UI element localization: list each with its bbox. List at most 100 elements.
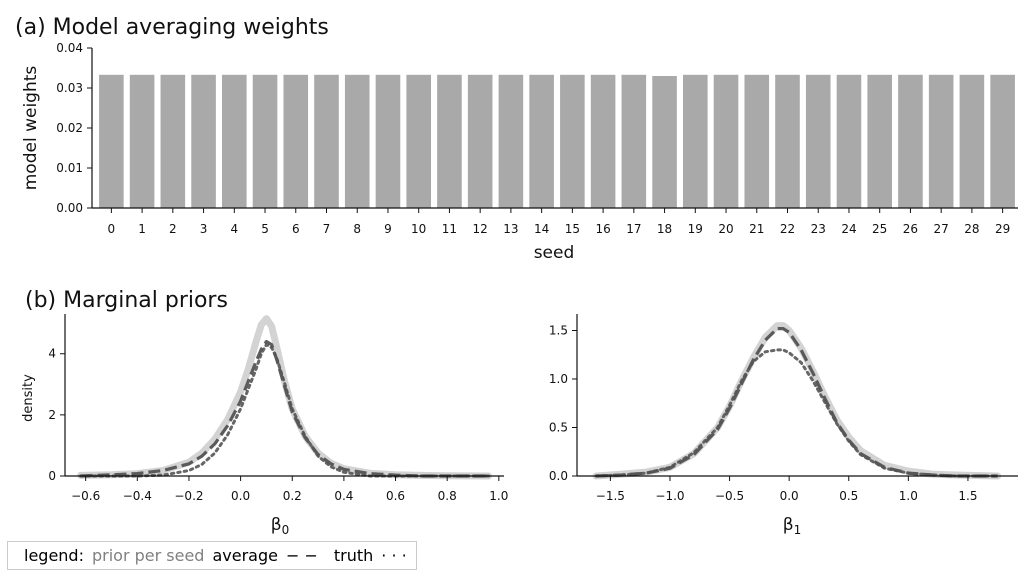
subplot-beta1-x-ticks: −1.5 −1.0 −0.5 0.0 0.5 1.0 1.5 <box>596 476 977 503</box>
x-tick-label: 0.5 <box>839 489 858 503</box>
x-tick-label: 9 <box>384 222 392 236</box>
x-tick-label: −0.5 <box>715 489 744 503</box>
bar-seed-13 <box>498 74 524 208</box>
y-tick-label: 2 <box>48 408 56 422</box>
bar-seed-5 <box>252 74 278 208</box>
legend-item-prior-per-seed: prior per seed <box>91 546 205 565</box>
x-tick-label: −0.4 <box>123 489 152 503</box>
bar-seed-11 <box>437 74 462 208</box>
y-tick-label: 0.5 <box>549 420 568 434</box>
x-tick-label: 0.4 <box>334 489 353 503</box>
bar-seed-14 <box>529 74 554 208</box>
x-tick-label: −0.2 <box>174 489 203 503</box>
bar-seed-0 <box>99 74 124 208</box>
x-tick-label: −0.6 <box>71 489 100 503</box>
x-tick-label: 5 <box>261 222 269 236</box>
bar-seed-9 <box>375 74 401 208</box>
x-tick-label: 25 <box>872 222 887 236</box>
x-tick-label: 13 <box>503 222 518 236</box>
y-tick-label: 0.03 <box>56 81 83 95</box>
legend-item-average: average − − <box>212 546 325 565</box>
y-tick-label: 0.04 <box>56 41 83 55</box>
y-tick-label: 1.0 <box>549 372 568 386</box>
subplot-beta1-y-ticks: 0.0 0.5 1.0 1.5 <box>549 323 577 483</box>
x-tick-label: 0.0 <box>231 489 250 503</box>
x-tick-label: 11 <box>442 222 457 236</box>
bar-seed-6 <box>283 74 309 208</box>
x-tick-label: 0.6 <box>386 489 405 503</box>
x-tick-label: 1 <box>138 222 146 236</box>
x-tick-label: 1.0 <box>899 489 918 503</box>
bar-seed-29 <box>990 74 1015 208</box>
bar-seed-10 <box>406 74 431 208</box>
bar-seed-16 <box>590 74 616 208</box>
panel-a-bar-chart: (a) Model averaging weights 0.00 0.01 0.02… <box>15 15 1018 263</box>
bar-seed-12 <box>467 74 493 208</box>
bar-seed-3 <box>191 74 216 208</box>
legend: legend: prior per seed average − − truth ·… <box>7 541 417 570</box>
series-prior-per-seed <box>592 322 1002 480</box>
panel-a-bars <box>99 74 1015 208</box>
legend-average-glyph: − − <box>285 546 318 565</box>
bar-seed-21 <box>744 74 770 208</box>
x-tick-label: 15 <box>565 222 580 236</box>
x-tick-label: 23 <box>811 222 826 236</box>
x-tick-label: −1.5 <box>596 489 625 503</box>
x-tick-label: 7 <box>323 222 331 236</box>
x-tick-label: 14 <box>534 222 549 236</box>
y-tick-label: 0.02 <box>56 121 83 135</box>
bar-seed-19 <box>683 74 708 208</box>
subplot-beta0-y-label: density <box>21 374 36 422</box>
bar-seed-27 <box>928 74 954 208</box>
x-tick-label: 21 <box>749 222 764 236</box>
bar-seed-15 <box>560 74 585 208</box>
x-tick-label: 20 <box>718 222 733 236</box>
y-tick-label: 0.00 <box>56 201 83 215</box>
subplot-beta0-curves <box>77 315 492 480</box>
bar-seed-23 <box>805 74 831 208</box>
x-tick-label: 26 <box>903 222 918 236</box>
panel-a-y-label: model weights <box>21 66 41 191</box>
subplot-beta1-x-label: β1 <box>783 515 802 537</box>
bar-seed-4 <box>222 74 247 208</box>
x-tick-label: 1.5 <box>958 489 977 503</box>
x-tick-label: 0 <box>108 222 116 236</box>
x-tick-label: 12 <box>473 222 488 236</box>
series-prior-per-seed <box>77 315 492 480</box>
bar-seed-20 <box>713 74 739 208</box>
y-tick-label: 0.01 <box>56 161 83 175</box>
x-tick-label: 8 <box>353 222 361 236</box>
x-tick-label: 2 <box>169 222 177 236</box>
y-tick-label: 4 <box>48 347 56 361</box>
x-tick-label: 3 <box>200 222 208 236</box>
subplot-beta0-x-label: β0 <box>271 515 290 537</box>
subplot-beta1: 0.0 0.5 1.0 1.5 −1.5 −1.0 −0.5 0.0 0.5 1.0 1.5 β1 <box>549 314 1018 537</box>
legend-item-truth: truth · · · <box>334 546 415 565</box>
x-tick-label: 6 <box>292 222 300 236</box>
bar-seed-8 <box>344 74 370 208</box>
x-tick-label: 24 <box>841 222 856 236</box>
bar-seed-1 <box>129 74 155 208</box>
x-tick-label: 4 <box>230 222 238 236</box>
subplot-beta0-y-ticks: 0 2 4 <box>48 347 65 483</box>
x-tick-label: 22 <box>780 222 795 236</box>
panel-a-y-ticks: 0.00 0.01 0.02 0.03 0.04 <box>56 41 92 215</box>
x-tick-label: 28 <box>964 222 979 236</box>
series-average <box>80 339 489 478</box>
x-tick-label: 16 <box>595 222 610 236</box>
legend-average-label: average <box>212 546 278 565</box>
subplot-beta1-curves <box>592 322 1002 480</box>
bar-seed-7 <box>314 74 339 208</box>
series-truth <box>79 343 490 478</box>
x-tick-label: 29 <box>995 222 1010 236</box>
bar-seed-22 <box>775 74 800 208</box>
panel-a-x-label: seed <box>534 243 575 263</box>
bar-seed-24 <box>836 74 862 208</box>
series-truth <box>594 348 1000 478</box>
legend-title: legend: <box>24 546 84 565</box>
panel-a-title: (a) Model averaging weights <box>15 15 329 40</box>
bar-seed-2 <box>160 74 186 208</box>
x-tick-label: 0.0 <box>780 489 799 503</box>
x-tick-label: 1.0 <box>489 489 508 503</box>
